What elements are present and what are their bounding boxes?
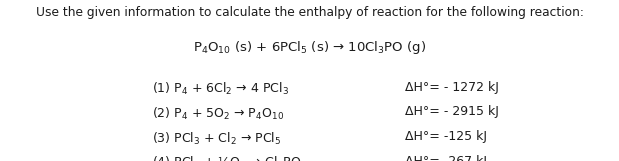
Text: Use the given information to calculate the enthalpy of reaction for the followin: Use the given information to calculate t… bbox=[35, 6, 584, 19]
Text: (2) P$_4$ + 5O$_2$ → P$_4$O$_{10}$: (2) P$_4$ + 5O$_2$ → P$_4$O$_{10}$ bbox=[152, 105, 284, 122]
Text: ΔH°= -267 kJ: ΔH°= -267 kJ bbox=[405, 155, 487, 161]
Text: ΔH°= - 1272 kJ: ΔH°= - 1272 kJ bbox=[405, 80, 500, 94]
Text: P$_4$O$_{10}$ (s) + 6PCl$_5$ (s) → 10Cl$_3$PO (g): P$_4$O$_{10}$ (s) + 6PCl$_5$ (s) → 10Cl$… bbox=[193, 39, 426, 56]
Text: (4) PCl$_3$ + ½O$_2$ → Cl$_3$PO: (4) PCl$_3$ + ½O$_2$ → Cl$_3$PO bbox=[152, 155, 301, 161]
Text: (1) P$_4$ + 6Cl$_2$ → 4 PCl$_3$: (1) P$_4$ + 6Cl$_2$ → 4 PCl$_3$ bbox=[152, 80, 288, 97]
Text: ΔH°= - 2915 kJ: ΔH°= - 2915 kJ bbox=[405, 105, 500, 118]
Text: ΔH°= -125 kJ: ΔH°= -125 kJ bbox=[405, 130, 487, 143]
Text: (3) PCl$_3$ + Cl$_2$ → PCl$_5$: (3) PCl$_3$ + Cl$_2$ → PCl$_5$ bbox=[152, 130, 281, 147]
